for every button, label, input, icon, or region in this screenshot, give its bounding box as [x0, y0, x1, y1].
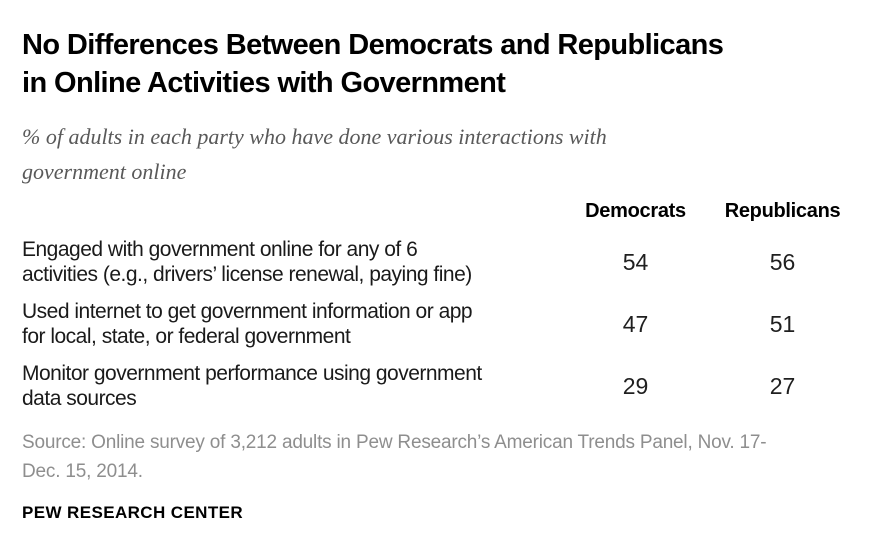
- table-header-row: Democrats Republicans: [22, 200, 857, 223]
- source-note-line-2: Dec. 15, 2014.: [22, 461, 143, 482]
- data-table: Democrats Republicans Engaged with gover…: [22, 200, 857, 411]
- cell-republicans-value: 56: [769, 248, 796, 275]
- pew-research-center-branding: PEW RESEARCH CENTER: [22, 503, 244, 522]
- row-label-line: data sources: [22, 387, 137, 410]
- column-header-republicans: Republicans: [724, 200, 841, 222]
- chart-subtitle-line-1: % of adults in each party who have done …: [22, 124, 607, 149]
- table-row: Monitor government performance using gov…: [22, 361, 857, 411]
- source-note-line-1: Source: Online survey of 3,212 adults in…: [22, 432, 767, 453]
- row-label: Used internet to get government informat…: [22, 299, 562, 349]
- chart-subtitle-line-2: government online: [22, 159, 187, 184]
- page-title: No Differences Between Democrats and Rep…: [22, 26, 857, 102]
- table-row: Engaged with government online for any o…: [22, 237, 857, 287]
- row-label-line: Engaged with government online for any o…: [22, 238, 418, 261]
- row-label: Engaged with government online for any o…: [22, 237, 562, 287]
- source-note: Source: Online survey of 3,212 adults in…: [22, 428, 857, 486]
- page-title-line-1: No Differences Between Democrats and Rep…: [22, 29, 724, 61]
- row-label-line: activities (e.g., drivers’ license renew…: [22, 263, 472, 286]
- column-header-democrats: Democrats: [585, 200, 686, 222]
- row-label-line: Monitor government performance using gov…: [22, 362, 482, 385]
- cell-republicans-value: 51: [769, 310, 796, 337]
- cell-democrats-value: 54: [622, 248, 649, 275]
- row-label-line: for local, state, or federal government: [22, 325, 351, 348]
- table-row: Used internet to get government informat…: [22, 299, 857, 349]
- cell-democrats-value: 29: [622, 372, 649, 399]
- cell-republicans-value: 27: [769, 372, 796, 399]
- cell-democrats-value: 47: [622, 310, 649, 337]
- chart-subtitle: % of adults in each party who have done …: [22, 119, 857, 189]
- page-title-line-2: in Online Activities with Government: [22, 67, 506, 99]
- row-label-line: Used internet to get government informat…: [22, 300, 473, 323]
- table-header-label-spacer: [22, 200, 562, 223]
- row-label: Monitor government performance using gov…: [22, 361, 562, 411]
